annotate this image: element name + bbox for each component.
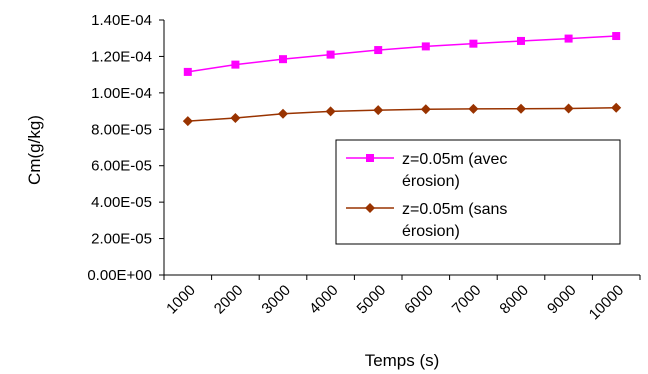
data-point [326, 50, 335, 59]
legend-label: z=0.05m (avec [402, 151, 507, 168]
y-tick-label: 4.00E-05 [91, 194, 152, 211]
y-tick-label: 1.00E-04 [91, 85, 152, 102]
legend-label: z=0.05m (sans [402, 201, 507, 218]
data-point [516, 103, 526, 114]
data-point [564, 34, 573, 43]
data-point [279, 55, 287, 64]
x-tick-label: 10000 [586, 282, 628, 324]
y-tick-label: 0.00E+00 [87, 267, 152, 284]
y-tick-label: 8.00E-05 [91, 121, 152, 138]
x-tick-label: 8000 [496, 282, 532, 318]
legend: z=0.05m (avec érosion) z=0.05m (sans érosio… [335, 139, 621, 245]
data-point [373, 105, 384, 116]
x-tick-label: 1000 [163, 282, 199, 318]
y-tick-label: 1.20E-04 [91, 48, 152, 65]
data-point [325, 106, 336, 117]
legend-label: érosion) [402, 173, 460, 190]
y-tick-label: 2.00E-05 [91, 231, 152, 248]
x-tick-label: 3000 [258, 282, 294, 318]
data-point [374, 46, 383, 55]
data-point [421, 42, 430, 51]
legend-marker [366, 154, 374, 162]
x-axis-title: Temps (s) [365, 351, 440, 370]
y-tick-label: 6.00E-05 [91, 158, 152, 175]
data-point [611, 102, 622, 113]
data-point [612, 32, 621, 41]
series-line [187, 35, 617, 73]
x-tick-label: 5000 [354, 282, 390, 318]
x-tick-label: 9000 [544, 282, 580, 318]
data-point [230, 112, 241, 123]
legend-marker [365, 203, 375, 213]
x-tick-label: 4000 [306, 282, 342, 318]
data-point [468, 103, 479, 114]
series-2 [182, 102, 622, 127]
series-1 [183, 32, 621, 76]
data-point [183, 67, 192, 76]
data-point [563, 103, 574, 114]
series-line [187, 107, 617, 122]
series-layer [182, 32, 622, 127]
x-tick-label: 2000 [211, 282, 247, 318]
y-ticks: 0.00E+00 2.00E-05 4.00E-05 6.00E-05 8.00E-05… [87, 12, 164, 284]
data-point [469, 39, 478, 48]
x-tick-label: 6000 [401, 282, 437, 318]
x-ticks: 1000 2000 3000 4000 5000 6000 7000 8000 9000 1000… [163, 275, 641, 324]
data-point [182, 116, 193, 127]
data-point [420, 104, 431, 115]
data-point [231, 60, 240, 69]
y-axis-title: Cm(g/kg) [25, 115, 44, 185]
y-tick-label: 1.40E-04 [91, 12, 152, 29]
legend-label: érosion) [402, 223, 460, 240]
data-point [278, 108, 288, 119]
x-tick-label: 7000 [449, 282, 485, 318]
data-point [517, 36, 525, 45]
